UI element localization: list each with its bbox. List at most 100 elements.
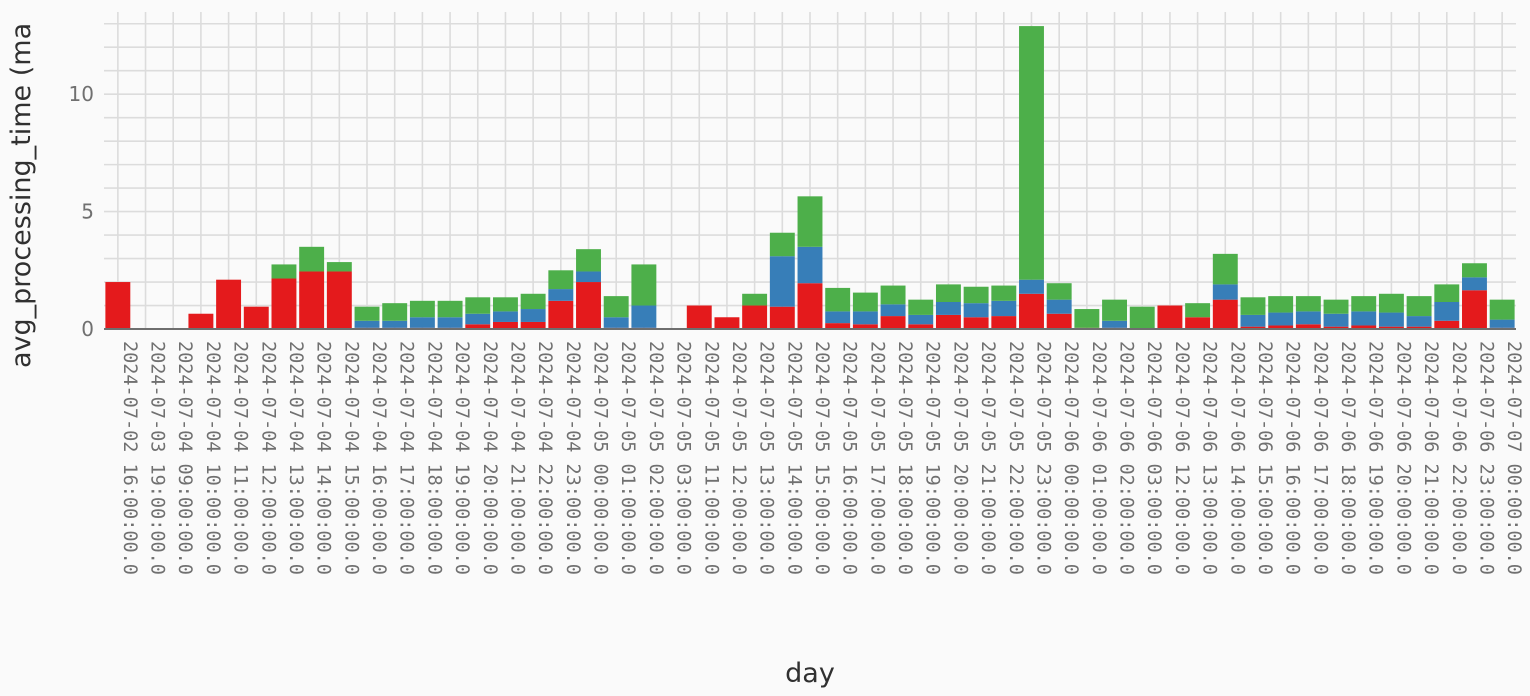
bar-segment [852, 292, 878, 312]
bar-segment [1046, 299, 1072, 314]
bar-segment [1185, 303, 1211, 318]
bar-stack [797, 196, 823, 329]
bar-segment [1406, 326, 1432, 329]
bar-segment [492, 311, 518, 322]
x-tick-label: 2024-07-04 11:00:00.0 [230, 341, 251, 575]
bar-stack [188, 313, 214, 329]
bar-segment [797, 196, 823, 247]
bar-segment [520, 321, 546, 329]
bar-segment [1157, 305, 1183, 329]
bar-segment [1019, 26, 1044, 280]
bar-stack [1240, 297, 1266, 329]
bar-stack [908, 299, 934, 329]
x-tick-label: 2024-07-04 14:00:00.0 [313, 341, 334, 575]
bar-segment [1212, 284, 1238, 300]
bar-segment [1129, 306, 1155, 329]
bar-segment [825, 311, 851, 324]
bar-segment [465, 324, 491, 329]
bar-segment [880, 316, 906, 329]
y-tick-label: 0 [81, 317, 94, 341]
bar-stack [326, 262, 352, 329]
bar-stack [1212, 253, 1238, 329]
bar-stack [105, 282, 131, 329]
bar-segment [437, 317, 463, 328]
bar-segment [603, 296, 629, 318]
bar-segment [963, 303, 989, 318]
x-tick-label: 2024-07-05 20:00:00.0 [949, 341, 970, 575]
x-tick-label: 2024-07-05 03:00:00.0 [673, 341, 694, 575]
bar-stack [991, 285, 1017, 329]
bar-segment [1406, 296, 1432, 317]
bar-segment [354, 320, 380, 328]
grid-lines [104, 12, 1516, 330]
bar-stack [1157, 305, 1183, 329]
bar-segment [742, 293, 768, 306]
bar-segment [991, 285, 1017, 301]
bar-stack [465, 297, 491, 329]
bar-segment [1378, 312, 1404, 327]
bar-segment [797, 246, 823, 284]
bar-segment [409, 317, 435, 328]
bar-segment [880, 304, 906, 317]
bar-stack [714, 317, 740, 329]
x-tick-label: 2024-07-05 19:00:00.0 [922, 341, 943, 575]
bar-stack [852, 292, 878, 329]
bar-segment [1102, 320, 1128, 328]
bar-segment [243, 306, 269, 329]
bar-segment [852, 311, 878, 325]
x-tick-label: 2024-07-06 14:00:00.0 [1226, 341, 1247, 575]
x-tick-label: 2024-07-03 19:00:00.0 [147, 341, 168, 575]
bar-stack [880, 285, 906, 329]
y-axis-title: avg_processing_time (ma [6, 23, 37, 368]
bar-segment [1378, 326, 1404, 329]
bar-segment [326, 271, 352, 329]
x-tick-label: 2024-07-06 18:00:00.0 [1337, 341, 1358, 575]
bar-segment [1323, 313, 1349, 327]
bar-stack [382, 303, 408, 329]
bar-segment [1323, 299, 1349, 314]
bar-stack [1434, 284, 1460, 329]
x-tick-label: 2024-07-06 22:00:00.0 [1448, 341, 1469, 575]
x-tick-label: 2024-07-05 15:00:00.0 [811, 341, 832, 575]
bar-segment [326, 262, 352, 272]
bar-stack [1046, 283, 1072, 329]
x-tick-label: 2024-07-05 18:00:00.0 [894, 341, 915, 575]
bar-segment [1212, 299, 1238, 329]
bar-segment [1323, 326, 1349, 329]
bar-segment [520, 309, 546, 322]
bar-stack [963, 286, 989, 329]
x-axis-ticks: 2024-07-02 16:00:00.0 2024-07-03 19:00:00… [119, 341, 1524, 575]
bar-stack [1102, 299, 1128, 329]
bar-segment [465, 313, 491, 325]
bar-segment [548, 289, 574, 301]
bar-segment [963, 286, 989, 304]
bar-stack [548, 270, 574, 329]
bar-segment [991, 300, 1017, 317]
bar-stack [1406, 296, 1432, 329]
x-tick-label: 2024-07-04 09:00:00.0 [174, 341, 195, 575]
bar-segment [382, 320, 408, 328]
bar-segment [1489, 319, 1515, 328]
bar-stack [603, 296, 629, 329]
bar-stack [299, 246, 325, 329]
bar-segment [963, 317, 989, 329]
bar-segment [1295, 311, 1321, 325]
x-tick-label: 2024-07-04 13:00:00.0 [285, 341, 306, 575]
bar-segment [1268, 312, 1294, 326]
bar-stack [1489, 299, 1515, 329]
bar-segment [1102, 299, 1128, 321]
bar-segment [1185, 317, 1211, 329]
x-tick-label: 2024-07-04 22:00:00.0 [534, 341, 555, 575]
bar-segment [1240, 297, 1266, 315]
bar-segment [492, 297, 518, 312]
x-tick-label: 2024-07-04 12:00:00.0 [257, 341, 278, 575]
bar-segment [769, 232, 795, 257]
x-tick-label: 2024-07-06 13:00:00.0 [1199, 341, 1220, 575]
bar-segment [935, 284, 961, 302]
bar-stack [742, 293, 768, 329]
bar-segment [492, 321, 518, 329]
bar-segment [742, 305, 768, 329]
bar-segment [1434, 284, 1460, 302]
x-tick-label: 2024-07-06 17:00:00.0 [1309, 341, 1330, 575]
bar-segment [299, 246, 325, 272]
